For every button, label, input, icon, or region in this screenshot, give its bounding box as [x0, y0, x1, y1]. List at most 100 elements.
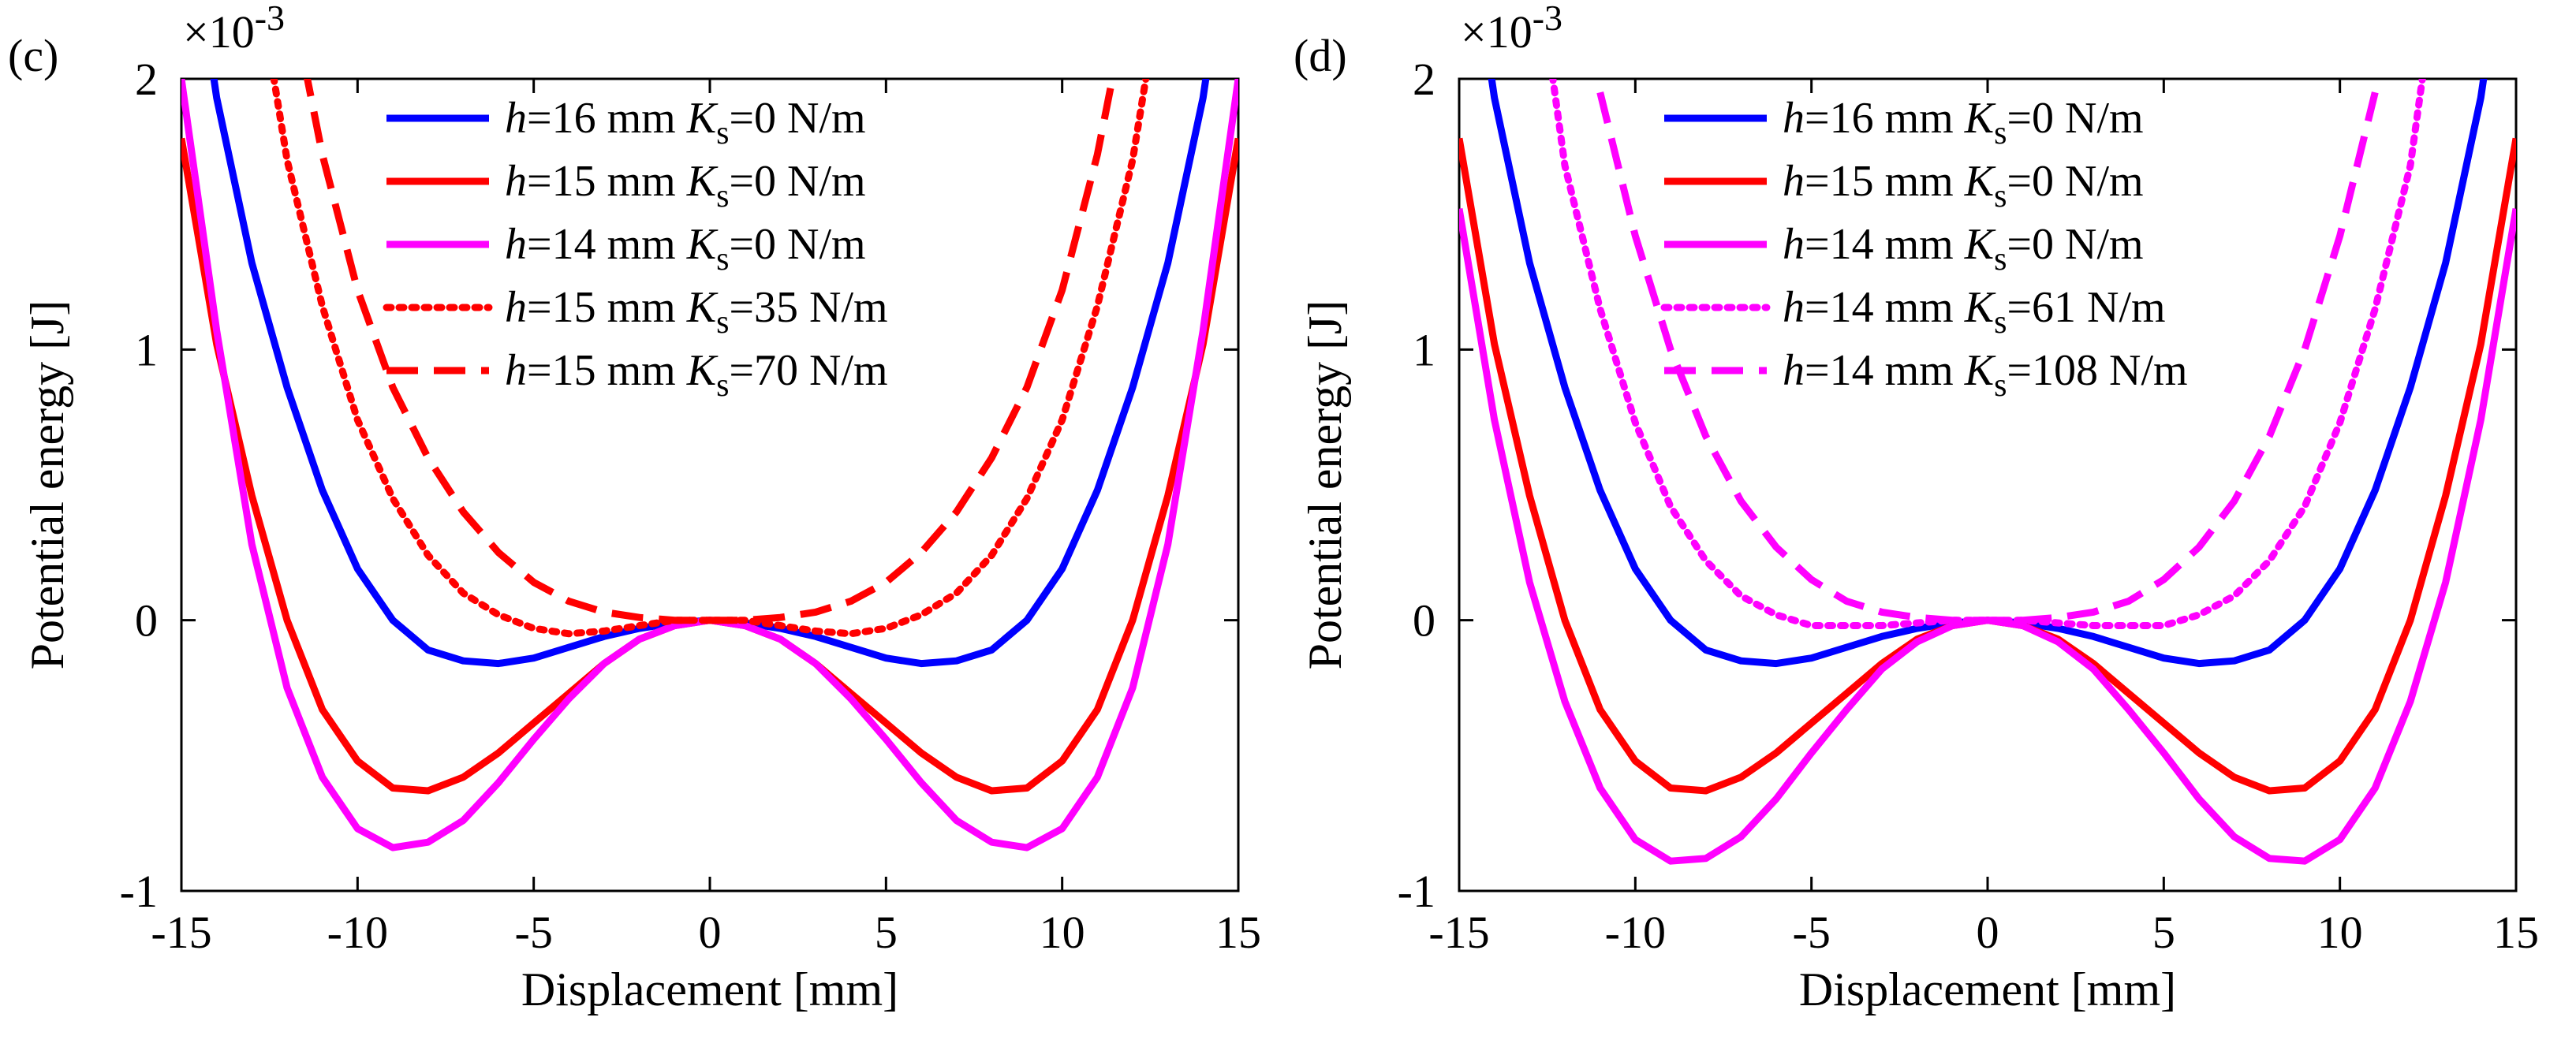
x-axis-label: Displacement [mm]: [1799, 963, 2176, 1015]
chart-panel-c: -15 -10 -5 0 5 10 15-1012×10-3(c)Displacement …: [8, 0, 1261, 1015]
legend-entry-label: h=14 mm Ks=0 N/m: [505, 220, 866, 278]
legend-entry-label: h=15 mm Ks=70 N/m: [505, 346, 888, 404]
legend-subscript: s: [1994, 367, 2007, 404]
x-tick-label: -5: [515, 907, 553, 958]
x-tick-label: 10: [2317, 907, 2363, 958]
legend-subscript: s: [1994, 241, 2007, 278]
legend-k-value: =70 N/m: [729, 346, 887, 395]
legend-subscript: s: [716, 367, 729, 404]
series-line-5: [304, 79, 1116, 624]
x-tick-label: -15: [151, 907, 211, 958]
legend-h-value: =14 mm: [527, 220, 687, 269]
legend-subscript: s: [1994, 115, 2007, 151]
legend-k-value: =0 N/m: [729, 157, 865, 206]
series-group: [181, 79, 1238, 851]
legend-var-h: h: [505, 283, 527, 332]
panel-label: (d): [1294, 30, 1347, 81]
legend-var-h: h: [1783, 283, 1805, 332]
legend-var-k: K: [1964, 283, 1996, 332]
y-tick-label: -1: [1398, 866, 1435, 917]
x-tick-label: -10: [1605, 907, 1666, 958]
legend-k-value: =0 N/m: [729, 220, 865, 269]
series-line-4: [1549, 79, 2426, 629]
legend-k-value: =108 N/m: [2007, 346, 2187, 395]
legend-subscript: s: [716, 241, 729, 278]
legend-subscript: s: [716, 304, 729, 341]
x-tick-label: 0: [1977, 907, 1999, 958]
legend-k-value: =0 N/m: [2007, 220, 2143, 269]
y-tick-label: 1: [1413, 324, 1435, 375]
legend-var-h: h: [1783, 94, 1805, 143]
x-tick-label: -15: [1428, 907, 1489, 958]
y-multiplier-base: ×10: [1461, 6, 1533, 58]
legend-var-k: K: [686, 346, 719, 395]
y-multiplier-label: ×10-3: [183, 0, 285, 58]
legend-var-h: h: [1783, 220, 1805, 269]
legend-k-value: =61 N/m: [2007, 283, 2165, 332]
chart-panel-d: -15 -10 -5 0 5 10 15-1012×10-3(d)Displacement …: [1294, 0, 2539, 1015]
y-multiplier-base: ×10: [183, 6, 255, 58]
legend-var-k: K: [686, 283, 719, 332]
x-tick-label: 5: [2152, 907, 2175, 958]
series-group: [1459, 79, 2516, 865]
legend-k-value: =0 N/m: [729, 94, 865, 143]
legend-k-value: =0 N/m: [2007, 157, 2143, 206]
legend-subscript: s: [716, 178, 729, 214]
legend-h-value: =15 mm: [527, 283, 687, 332]
panel-label: (c): [8, 30, 58, 81]
legend-var-k: K: [1964, 157, 1996, 206]
y-axis-label: Potential energy [J]: [1299, 300, 1351, 670]
x-tick-label: -10: [327, 907, 388, 958]
legend-h-value: =15 mm: [1805, 157, 1965, 206]
legend-entry-label: h=14 mm Ks=0 N/m: [1783, 220, 2144, 278]
legend-var-h: h: [505, 346, 527, 395]
y-multiplier-exponent: -3: [1533, 0, 1562, 38]
legend-h-value: =14 mm: [1805, 346, 1965, 395]
legend-subscript: s: [1994, 304, 2007, 341]
legend-var-h: h: [505, 220, 527, 269]
legend-var-k: K: [686, 220, 719, 269]
y-tick-label: 0: [135, 595, 158, 647]
x-tick-label: 15: [2493, 907, 2539, 958]
legend-var-h: h: [1783, 157, 1805, 206]
legend-h-value: =14 mm: [1805, 283, 1965, 332]
legend-h-value: =15 mm: [527, 157, 687, 206]
series-line-5: [1596, 91, 2379, 624]
legend-k-value: =35 N/m: [729, 283, 887, 332]
legend-entry-label: h=14 mm Ks=61 N/m: [1783, 283, 2166, 341]
x-tick-label: 15: [1215, 907, 1261, 958]
legend-entry-label: h=14 mm Ks=108 N/m: [1783, 346, 2188, 404]
y-axis-label: Potential energy [J]: [21, 300, 73, 670]
legend-h-value: =16 mm: [1805, 94, 1965, 143]
legend-var-k: K: [1964, 220, 1996, 269]
legend-var-k: K: [686, 94, 719, 143]
legend-var-k: K: [1964, 346, 1996, 395]
y-multiplier-exponent: -3: [255, 0, 285, 38]
y-tick-label: 2: [1413, 54, 1435, 105]
legend-subscript: s: [716, 115, 729, 151]
y-multiplier-label: ×10-3: [1461, 0, 1562, 58]
legend-entry-label: h=16 mm Ks=0 N/m: [505, 94, 866, 151]
legend-var-h: h: [505, 94, 527, 143]
y-tick-label: 1: [135, 324, 158, 375]
legend-var-h: h: [505, 157, 527, 206]
legend-var-h: h: [1783, 346, 1805, 395]
legend-h-value: =15 mm: [527, 346, 687, 395]
x-tick-label: 5: [875, 907, 898, 958]
legend: h=16 mm Ks=0 N/mh=15 mm Ks=0 N/mh=14 mm …: [1660, 94, 2188, 404]
legend-subscript: s: [1994, 178, 2007, 214]
x-tick-label: 0: [699, 907, 722, 958]
x-tick-label: -5: [1793, 907, 1831, 958]
legend-var-k: K: [686, 157, 719, 206]
legend-k-value: =0 N/m: [2007, 94, 2143, 143]
legend: h=16 mm Ks=0 N/mh=15 mm Ks=0 N/mh=14 mm …: [383, 94, 888, 404]
legend-entry-label: h=15 mm Ks=0 N/m: [505, 157, 866, 214]
y-tick-label: 0: [1413, 595, 1435, 647]
x-tick-label: 10: [1040, 907, 1085, 958]
legend-entry-label: h=15 mm Ks=0 N/m: [1783, 157, 2144, 214]
legend-entry-label: h=15 mm Ks=35 N/m: [505, 283, 888, 341]
x-axis-label: Displacement [mm]: [521, 963, 898, 1015]
y-tick-label: -1: [120, 866, 158, 917]
